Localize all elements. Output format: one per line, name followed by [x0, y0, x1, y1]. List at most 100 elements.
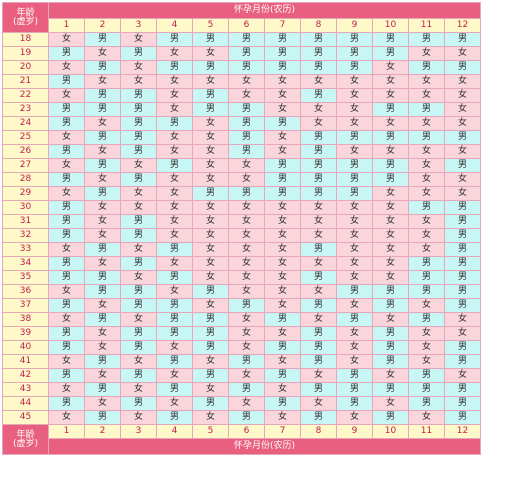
female-cell: 女 — [264, 284, 301, 299]
male-cell: 男 — [228, 46, 265, 61]
female-cell: 女 — [84, 116, 121, 131]
female-cell: 女 — [408, 158, 445, 173]
female-cell: 女 — [372, 200, 409, 215]
female-cell: 女 — [228, 256, 265, 271]
male-cell: 男 — [156, 242, 193, 257]
female-cell: 女 — [48, 60, 85, 75]
age-cell: 20 — [2, 60, 49, 75]
female-cell: 女 — [156, 102, 193, 117]
male-cell: 男 — [372, 172, 409, 187]
male-cell: 男 — [48, 326, 85, 341]
female-cell: 女 — [228, 158, 265, 173]
female-cell: 女 — [372, 186, 409, 201]
female-cell: 女 — [336, 228, 373, 243]
male-cell: 男 — [84, 60, 121, 75]
female-cell: 女 — [372, 60, 409, 75]
month-header-cell: 7 — [264, 18, 301, 33]
female-cell: 女 — [192, 200, 229, 215]
male-cell: 男 — [120, 46, 157, 61]
male-cell: 男 — [84, 382, 121, 397]
male-cell: 男 — [192, 60, 229, 75]
male-cell: 男 — [444, 60, 481, 75]
male-cell: 男 — [228, 144, 265, 159]
female-cell: 女 — [120, 354, 157, 369]
male-cell: 男 — [120, 172, 157, 187]
male-cell: 男 — [408, 368, 445, 383]
female-cell: 女 — [228, 228, 265, 243]
male-cell: 男 — [120, 144, 157, 159]
age-cell: 25 — [2, 130, 49, 145]
female-cell: 女 — [300, 368, 337, 383]
female-cell: 女 — [336, 354, 373, 369]
age-cell: 22 — [2, 88, 49, 103]
male-cell: 男 — [444, 32, 481, 47]
month-header-cell: 3 — [120, 424, 157, 439]
female-cell: 女 — [408, 354, 445, 369]
female-cell: 女 — [192, 298, 229, 313]
age-cell: 37 — [2, 298, 49, 313]
female-cell: 女 — [120, 60, 157, 75]
female-cell: 女 — [336, 102, 373, 117]
female-cell: 女 — [48, 32, 85, 47]
female-cell: 女 — [444, 88, 481, 103]
male-cell: 男 — [336, 32, 373, 47]
female-cell: 女 — [156, 228, 193, 243]
male-cell: 男 — [84, 130, 121, 145]
male-cell: 男 — [156, 354, 193, 369]
female-cell: 女 — [156, 130, 193, 145]
female-cell: 女 — [372, 312, 409, 327]
male-cell: 男 — [444, 228, 481, 243]
female-cell: 女 — [48, 158, 85, 173]
male-cell: 男 — [228, 382, 265, 397]
male-cell: 男 — [84, 102, 121, 117]
female-cell: 女 — [264, 410, 301, 425]
male-cell: 男 — [48, 74, 85, 89]
male-cell: 男 — [300, 144, 337, 159]
male-cell: 男 — [372, 340, 409, 355]
age-cell: 42 — [2, 368, 49, 383]
table-row: 40 男女男女男女男男女男女男 — [2, 340, 481, 355]
female-cell: 女 — [228, 88, 265, 103]
female-cell: 女 — [372, 270, 409, 285]
female-cell: 女 — [84, 46, 121, 61]
male-cell: 男 — [264, 60, 301, 75]
female-cell: 女 — [120, 186, 157, 201]
female-cell: 女 — [372, 368, 409, 383]
female-cell: 女 — [84, 396, 121, 411]
age-cell: 30 — [2, 200, 49, 215]
month-header-cell: 12 — [444, 18, 481, 33]
male-cell: 男 — [48, 368, 85, 383]
male-cell: 男 — [120, 396, 157, 411]
male-cell: 男 — [48, 214, 85, 229]
female-cell: 女 — [192, 158, 229, 173]
table-row: 28 男女男女女女男男男男女女 — [2, 172, 481, 187]
female-cell: 女 — [264, 382, 301, 397]
table-row: 45 女男女男女男女男女男女男 — [2, 410, 481, 425]
female-cell: 女 — [192, 382, 229, 397]
table-body: 18 女男女男男男男男男男男男 19 男女男女女男男男男男女女 20 女男女男男男男男男女… — [2, 32, 481, 425]
male-cell: 男 — [336, 368, 373, 383]
month-footer-row: 年龄 (虚岁) 1 2 3 4 5 6 7 8 9 10 11 12 — [2, 424, 481, 455]
female-cell: 女 — [156, 256, 193, 271]
age-cell: 26 — [2, 144, 49, 159]
female-cell: 女 — [444, 368, 481, 383]
female-cell: 女 — [264, 130, 301, 145]
month-header-cell: 6 — [228, 424, 265, 439]
male-cell: 男 — [228, 298, 265, 313]
age-cell: 44 — [2, 396, 49, 411]
female-cell: 女 — [228, 74, 265, 89]
month-header-cell: 9 — [336, 424, 373, 439]
age-cell: 21 — [2, 74, 49, 89]
male-cell: 男 — [156, 312, 193, 327]
age-cell: 40 — [2, 340, 49, 355]
female-cell: 女 — [264, 200, 301, 215]
male-cell: 男 — [228, 186, 265, 201]
female-cell: 女 — [156, 396, 193, 411]
female-cell: 女 — [372, 214, 409, 229]
female-cell: 女 — [444, 102, 481, 117]
age-cell: 43 — [2, 382, 49, 397]
female-cell: 女 — [156, 284, 193, 299]
male-cell: 男 — [444, 382, 481, 397]
male-cell: 男 — [228, 116, 265, 131]
age-cell: 35 — [2, 270, 49, 285]
